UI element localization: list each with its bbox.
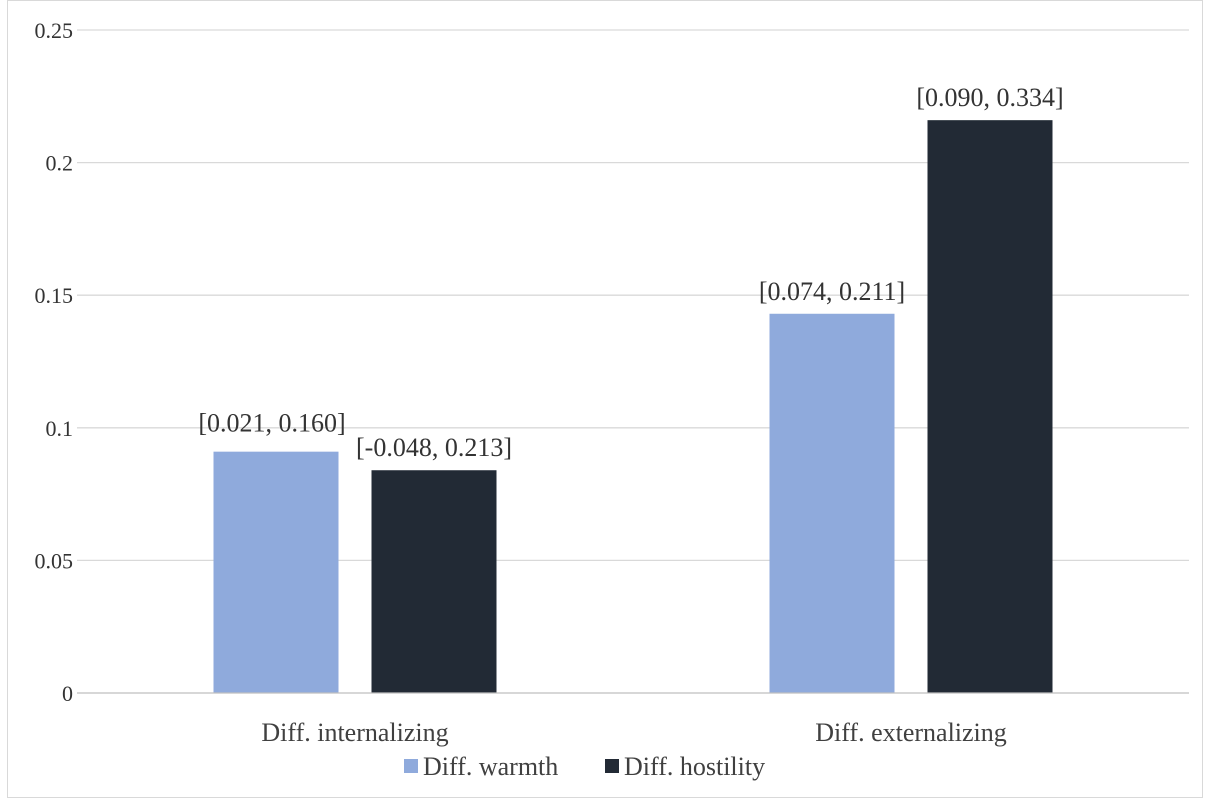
y-tick-label: 0.15 [35, 283, 74, 308]
bar-warmth-internalizing [213, 451, 339, 693]
bar-hostility-externalizing [927, 120, 1053, 694]
data-label: [0.074, 0.211] [759, 277, 905, 306]
bars [213, 120, 1053, 694]
x-axis-category-labels: Diff. internalizing Diff. externalizing [261, 718, 1006, 747]
legend: Diff. warmth Diff. hostility [404, 752, 765, 781]
y-tick-label: 0.2 [46, 151, 74, 176]
y-axis-tick-labels: 0 0.05 0.1 0.15 0.2 0.25 [35, 18, 74, 706]
chart-frame [7, 0, 1203, 798]
legend-label-warmth: Diff. warmth [423, 752, 558, 781]
data-labels: [0.021, 0.160] [-0.048, 0.213] [0.074, 0.2… [198, 83, 1063, 462]
legend-label-hostility: Diff. hostility [624, 752, 765, 781]
data-label: [0.090, 0.334] [916, 83, 1063, 112]
data-label: [-0.048, 0.213] [356, 433, 512, 462]
legend-swatch-warmth [404, 759, 418, 773]
x-category-label: Diff. internalizing [261, 718, 448, 747]
x-category-label: Diff. externalizing [815, 718, 1007, 747]
y-tick-label: 0 [62, 681, 73, 706]
y-tick-label: 0.25 [35, 18, 74, 43]
y-tick-label: 0.05 [35, 548, 74, 573]
data-label: [0.021, 0.160] [198, 409, 345, 438]
y-tick-label: 0.1 [46, 416, 74, 441]
bar-warmth-externalizing [769, 313, 895, 693]
bar-hostility-internalizing [371, 470, 497, 693]
legend-swatch-hostility [605, 759, 619, 773]
